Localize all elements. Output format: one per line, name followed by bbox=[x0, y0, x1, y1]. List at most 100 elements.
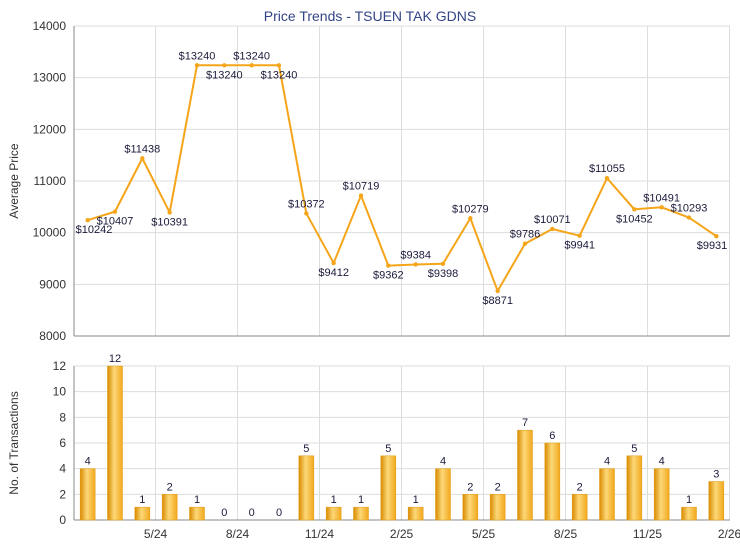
bar-value-label: 0 bbox=[276, 507, 282, 519]
x-tick-label: 11/24 bbox=[305, 527, 334, 541]
y-tick-label: 12 bbox=[53, 359, 67, 373]
price-data-label: $9412 bbox=[318, 267, 349, 279]
y-tick-label: 0 bbox=[59, 513, 66, 527]
x-tick-label: 11/25 bbox=[633, 527, 662, 541]
bar-value-label: 5 bbox=[385, 443, 391, 455]
price-data-label: $10293 bbox=[671, 203, 708, 215]
bar-value-label: 0 bbox=[221, 507, 227, 519]
price-point bbox=[468, 216, 473, 221]
price-data-label: $11438 bbox=[124, 143, 160, 155]
transaction-bar bbox=[407, 506, 424, 521]
price-point bbox=[714, 234, 719, 239]
y-axis-title: No. of Transactions bbox=[7, 391, 21, 494]
transaction-bar bbox=[489, 494, 506, 521]
bar-value-label: 1 bbox=[358, 494, 364, 506]
price-line bbox=[87, 64, 717, 292]
transaction-bar bbox=[599, 468, 615, 521]
price-point bbox=[386, 263, 391, 268]
price-point bbox=[304, 211, 309, 216]
price-point bbox=[358, 193, 364, 198]
price-point bbox=[550, 226, 555, 232]
bar-value-label: 0 bbox=[249, 507, 255, 519]
price-point bbox=[276, 63, 282, 68]
price-data-label: $9362 bbox=[373, 270, 404, 282]
price-point bbox=[522, 241, 528, 246]
price-point bbox=[577, 233, 582, 238]
price-data-label: $9384 bbox=[400, 249, 431, 261]
price-data-label: $10452 bbox=[616, 213, 653, 225]
transaction-bar bbox=[134, 506, 151, 521]
y-tick-label: 8000 bbox=[39, 329, 66, 343]
transaction-bar bbox=[681, 506, 697, 521]
price-point bbox=[413, 262, 418, 267]
price-point bbox=[222, 63, 227, 68]
price-data-label: $9398 bbox=[428, 268, 459, 280]
price-point bbox=[249, 63, 254, 68]
x-tick-label: 8/24 bbox=[226, 527, 250, 541]
price-data-label: $8871 bbox=[482, 295, 513, 307]
price-data-label: $10719 bbox=[343, 181, 380, 193]
transaction-bar bbox=[544, 442, 561, 521]
price-data-label: $13240 bbox=[206, 69, 243, 81]
chart-title: Price Trends - TSUEN TAK GDNS bbox=[264, 8, 476, 24]
y-tick-label: 13000 bbox=[33, 71, 67, 85]
price-data-label: $10279 bbox=[452, 203, 489, 215]
price-data-label: $10407 bbox=[97, 216, 134, 228]
price-point bbox=[440, 261, 446, 266]
price-data-label: $9941 bbox=[564, 240, 595, 252]
x-tick-label: 8/25 bbox=[554, 527, 578, 541]
y-tick-label: 2 bbox=[59, 487, 66, 501]
price-point bbox=[495, 288, 500, 294]
bar-value-label: 2 bbox=[467, 481, 473, 493]
price-point bbox=[331, 260, 336, 266]
x-tick-label: 5/25 bbox=[472, 527, 496, 541]
price-data-label: $13240 bbox=[233, 50, 270, 62]
transaction-bar bbox=[107, 365, 123, 521]
transaction-bar bbox=[189, 506, 205, 521]
y-tick-label: 9000 bbox=[39, 277, 66, 291]
bar-value-label: 4 bbox=[440, 456, 446, 468]
bar-value-label: 2 bbox=[167, 481, 173, 493]
transaction-bar bbox=[653, 468, 670, 521]
transaction-bar bbox=[571, 494, 588, 521]
bar-value-label: 12 bbox=[109, 353, 121, 365]
transaction-bar bbox=[353, 506, 369, 521]
transaction-bar bbox=[161, 494, 178, 521]
price-line-panel: 8000 9000 10000 11000 12000 13000 14000 Average… bbox=[7, 19, 730, 343]
bar-value-label: 4 bbox=[85, 456, 91, 468]
y-tick-label: 10000 bbox=[33, 226, 67, 240]
bar-value-label: 1 bbox=[686, 494, 692, 506]
transaction-bar bbox=[517, 429, 533, 521]
bar-value-label: 1 bbox=[331, 494, 337, 506]
bar-value-label: 4 bbox=[604, 456, 610, 468]
price-point bbox=[632, 207, 637, 212]
bar-value-label: 5 bbox=[631, 443, 637, 455]
price-point bbox=[140, 156, 145, 161]
y-tick-label: 4 bbox=[59, 462, 66, 476]
price-data-label: $10242 bbox=[76, 224, 113, 236]
transaction-bar bbox=[79, 468, 96, 521]
transaction-bar bbox=[380, 455, 397, 521]
price-point bbox=[85, 217, 90, 223]
y-tick-label: 6 bbox=[59, 436, 66, 450]
x-tick-label: 2/25 bbox=[390, 527, 414, 541]
bar-value-label: 3 bbox=[713, 469, 719, 481]
price-data-label: $10391 bbox=[151, 216, 188, 228]
price-data-label: $9931 bbox=[697, 240, 728, 252]
price-data-label: $9786 bbox=[510, 229, 541, 241]
bar-value-label: 5 bbox=[303, 443, 309, 455]
y-tick-label: 12000 bbox=[33, 122, 67, 136]
bar-value-label: 2 bbox=[577, 481, 583, 493]
transaction-bar bbox=[462, 494, 479, 521]
price-point bbox=[659, 205, 664, 210]
transaction-bar bbox=[325, 506, 342, 521]
bar-value-label: 1 bbox=[194, 494, 200, 506]
transaction-bar bbox=[626, 455, 643, 521]
price-point bbox=[194, 63, 200, 68]
price-point bbox=[604, 175, 610, 181]
price-data-label: $10491 bbox=[643, 192, 680, 204]
price-data-label: $10071 bbox=[534, 214, 571, 226]
price-point bbox=[686, 215, 692, 220]
